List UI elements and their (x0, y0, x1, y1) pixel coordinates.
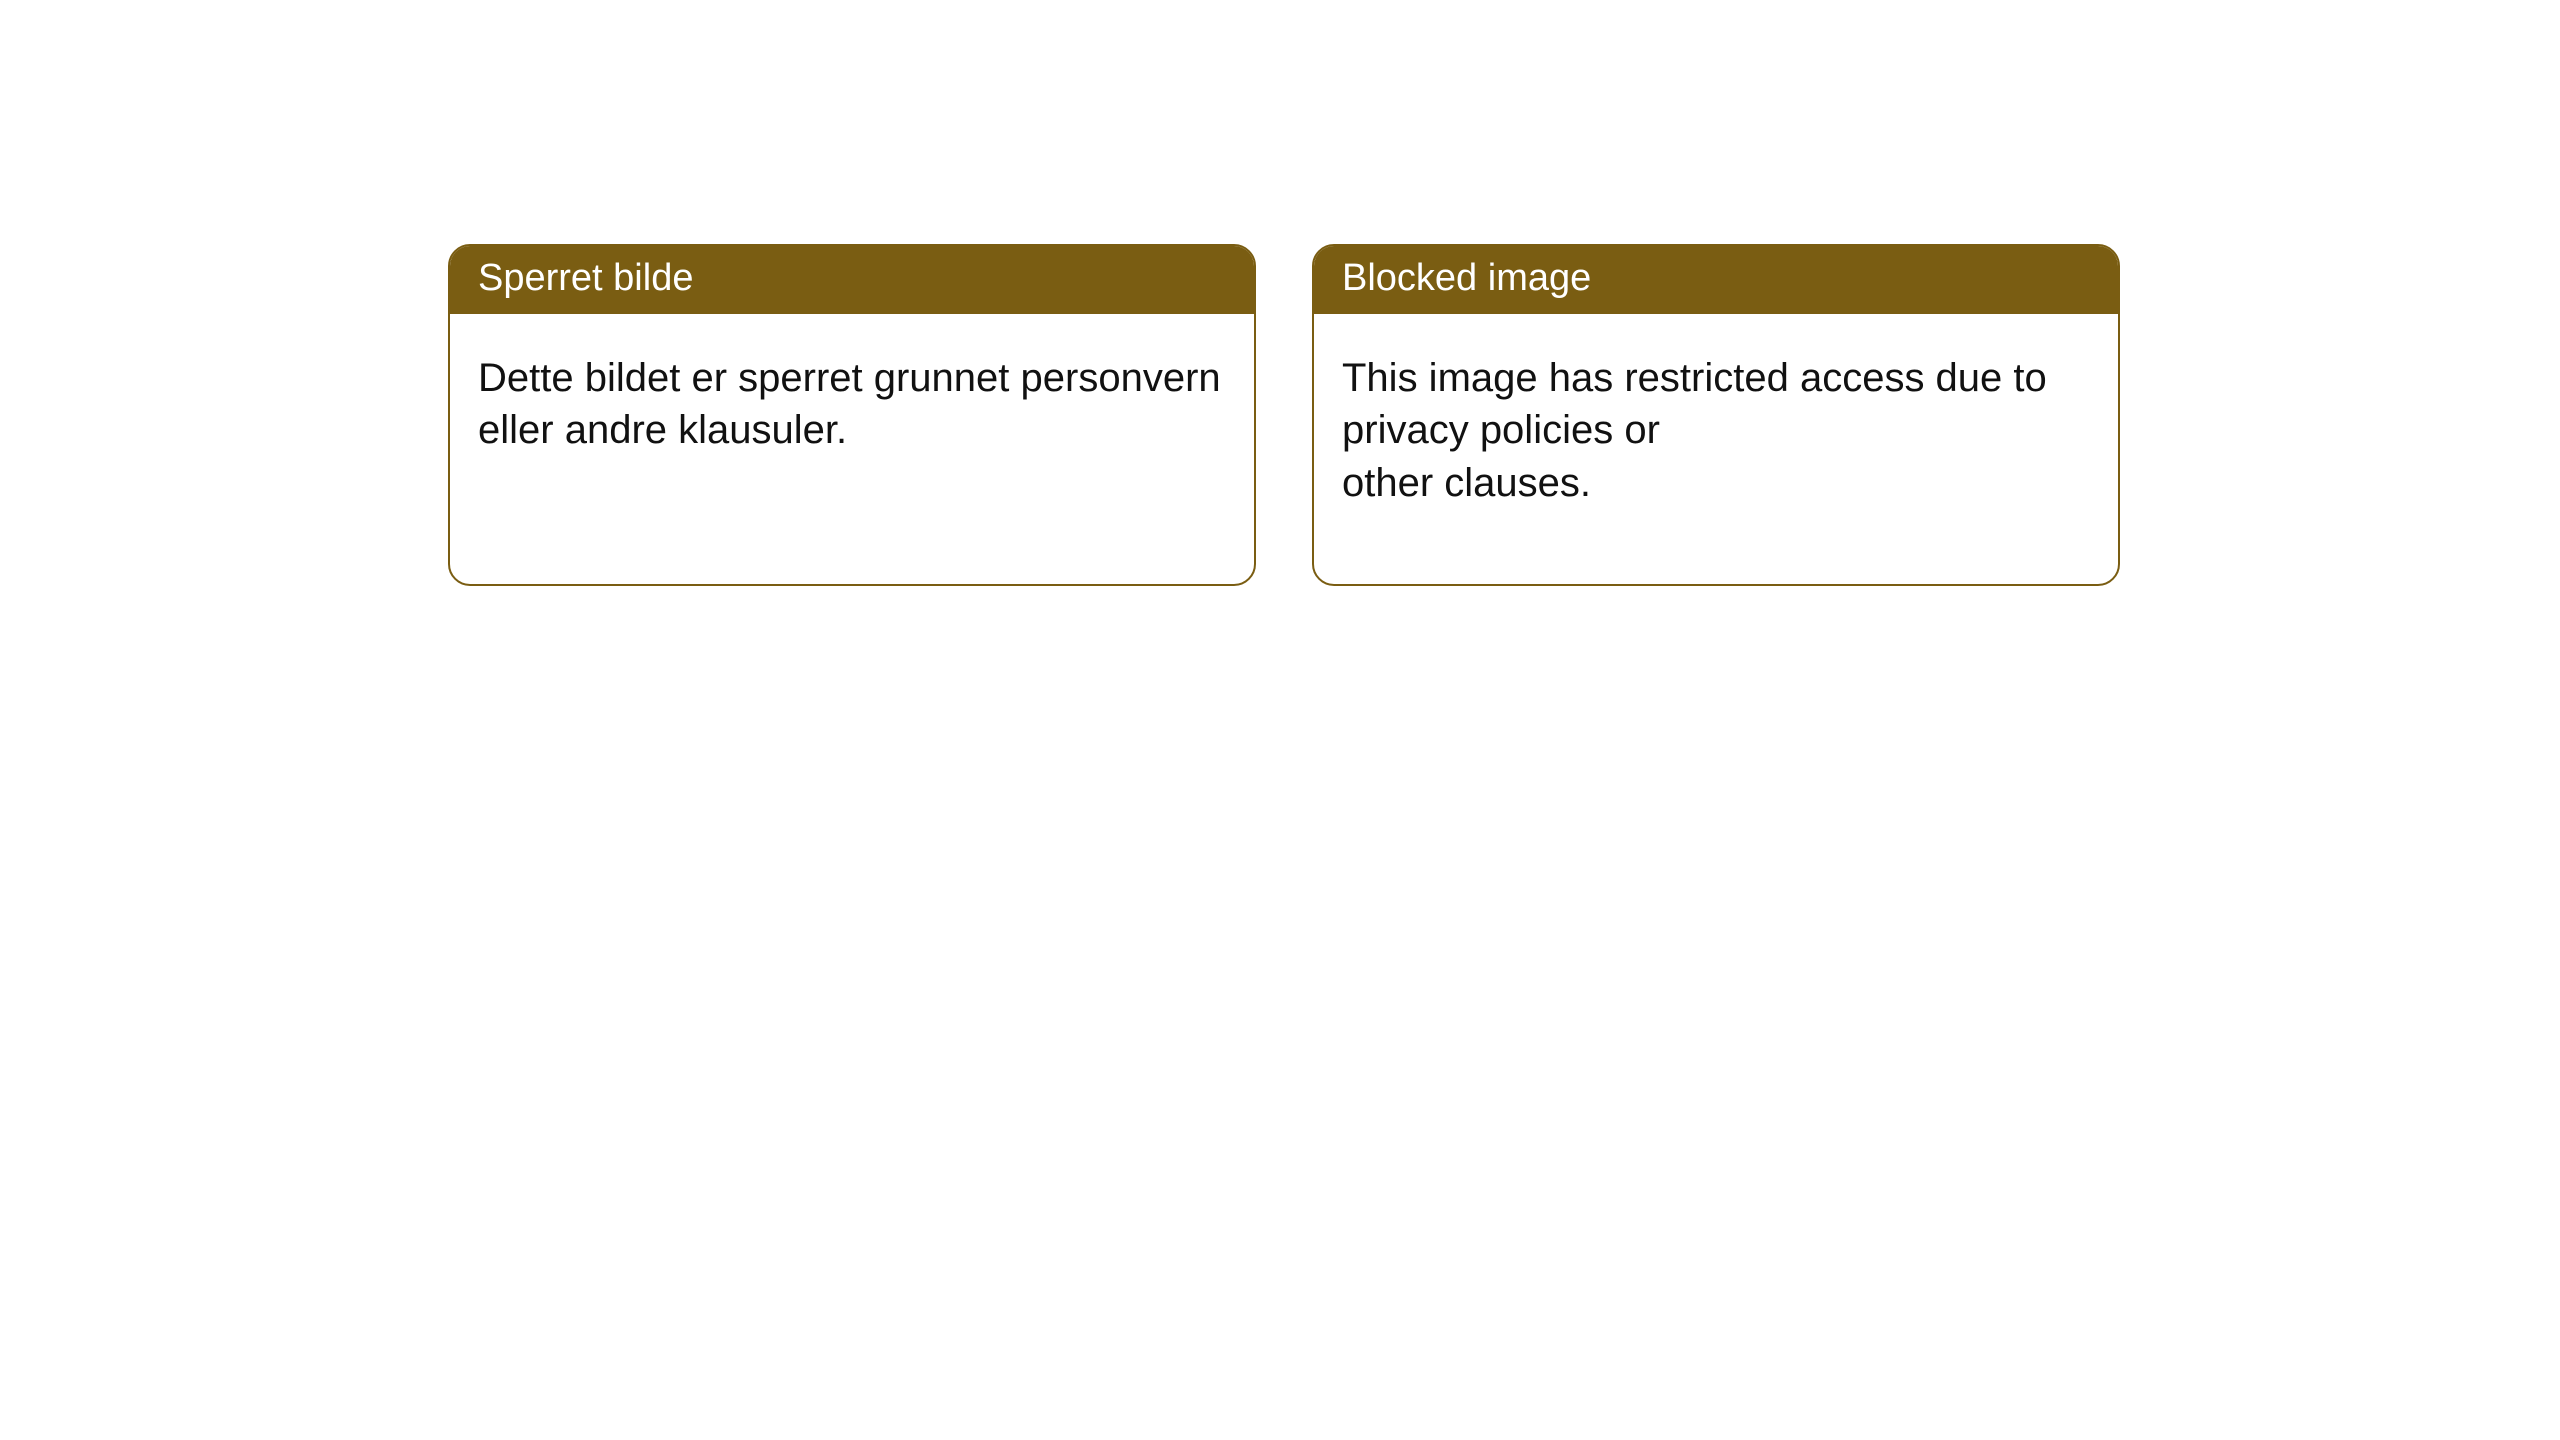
card-title-en: Blocked image (1314, 246, 2118, 314)
blocked-image-card-en: Blocked image This image has restricted … (1312, 244, 2120, 586)
card-body-no: Dette bildet er sperret grunnet personve… (450, 314, 1254, 584)
notice-container: Sperret bilde Dette bildet er sperret gr… (0, 0, 2560, 586)
card-body-en: This image has restricted access due to … (1314, 314, 2118, 584)
blocked-image-card-no: Sperret bilde Dette bildet er sperret gr… (448, 244, 1256, 586)
card-title-no: Sperret bilde (450, 246, 1254, 314)
